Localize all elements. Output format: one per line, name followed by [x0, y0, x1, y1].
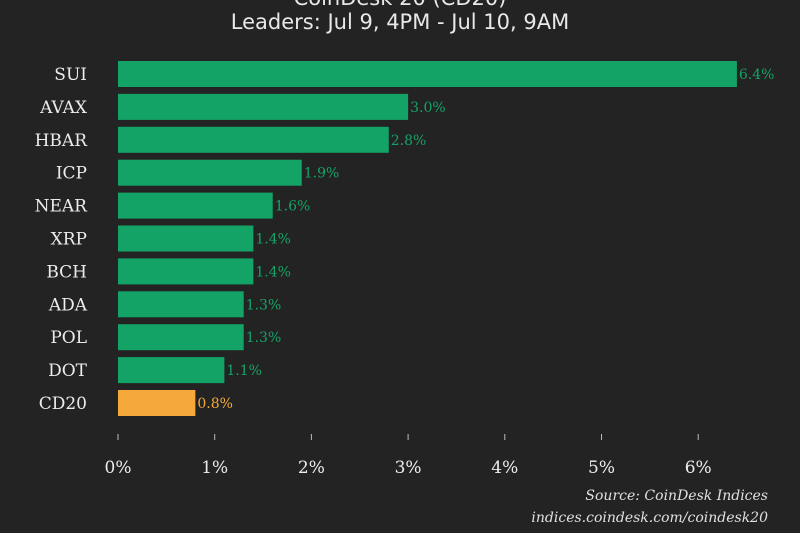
chart-subtitle: Leaders: Jul 9, 4PM - Jul 10, 9AM [230, 10, 570, 34]
category-label: HBAR [35, 131, 89, 151]
bar-sui [118, 61, 737, 87]
bar-icp [118, 159, 302, 186]
x-tick-label: 5% [588, 458, 615, 478]
category-label: BCH [46, 262, 87, 282]
bar-avax [118, 93, 409, 120]
bar-pol [118, 324, 244, 351]
x-tick-label: 1% [201, 458, 228, 478]
data-label: 1.9% [304, 166, 340, 182]
bar-hbar [118, 126, 389, 153]
data-label: 3.0% [410, 100, 446, 116]
category-label: CD20 [39, 394, 87, 414]
category-label: ICP [56, 164, 87, 184]
bar-near [118, 192, 273, 219]
source-url: indices.coindesk.com/coindesk20 [531, 510, 768, 526]
data-label: 1.6% [275, 199, 311, 215]
data-label: 2.8% [391, 133, 427, 149]
data-label: 1.4% [255, 264, 291, 280]
category-label: ADA [48, 295, 88, 315]
x-tick-label: 4% [491, 458, 518, 478]
data-label: 1.1% [226, 363, 262, 379]
data-label: 0.8% [197, 396, 233, 412]
category-label: NEAR [35, 197, 89, 217]
source-note: Source: CoinDesk Indices [585, 488, 768, 504]
x-tick-label: 0% [105, 458, 132, 478]
category-label: AVAX [39, 98, 88, 118]
chart-title: CoinDesk 20 (CD20) [0, 0, 800, 10]
bar-cd20 [118, 390, 196, 416]
data-label: 1.3% [246, 330, 282, 346]
data-label: 1.4% [255, 232, 291, 248]
x-tick-label: 2% [298, 458, 325, 478]
bar-dot [118, 357, 225, 384]
x-tick-label: 6% [685, 458, 712, 478]
category-label: POL [50, 328, 87, 348]
data-label: 6.4% [739, 67, 775, 83]
x-tick-label: 3% [395, 458, 422, 478]
bar-bch [118, 258, 254, 285]
data-label: 1.3% [246, 297, 282, 313]
bar-xrp [118, 225, 254, 252]
category-label: SUI [54, 65, 87, 85]
category-label: XRP [51, 230, 87, 250]
category-label: DOT [48, 361, 88, 381]
bar-ada [118, 291, 244, 318]
